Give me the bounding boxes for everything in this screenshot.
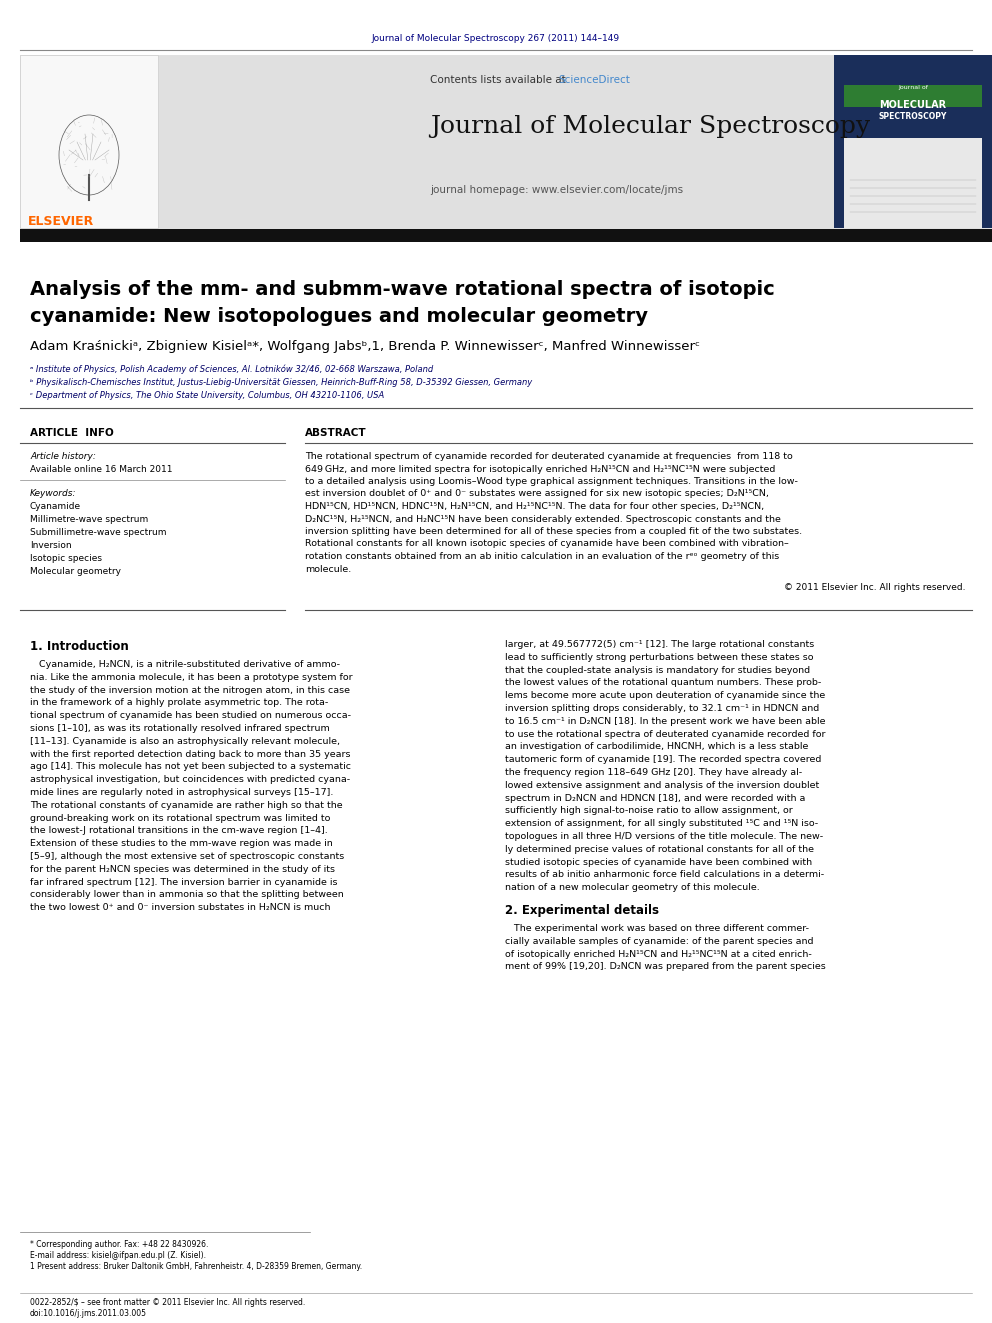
Text: lead to sufficiently strong perturbations between these states so: lead to sufficiently strong perturbation… — [505, 652, 813, 662]
Text: 1 Present address: Bruker Daltonik GmbH, Fahrenheistr. 4, D-28359 Bremen, German: 1 Present address: Bruker Daltonik GmbH,… — [30, 1262, 362, 1271]
Text: sufficiently high signal-to-noise ratio to allow assignment, or: sufficiently high signal-to-noise ratio … — [505, 807, 793, 815]
Text: Journal of Molecular Spectroscopy 267 (2011) 144–149: Journal of Molecular Spectroscopy 267 (2… — [372, 34, 620, 44]
Text: 0022-2852/$ – see front matter © 2011 Elsevier Inc. All rights reserved.: 0022-2852/$ – see front matter © 2011 El… — [30, 1298, 306, 1307]
Bar — [844, 85, 982, 107]
Text: MOLECULAR: MOLECULAR — [880, 101, 946, 110]
Bar — [20, 56, 158, 228]
Text: larger, at 49.567772(5) cm⁻¹ [12]. The large rotational constants: larger, at 49.567772(5) cm⁻¹ [12]. The l… — [505, 640, 814, 650]
Text: to a detailed analysis using Loomis–Wood type graphical assignment techniques. T: to a detailed analysis using Loomis–Wood… — [305, 478, 798, 486]
Text: Adam Kraśnickiᵃ, Zbigniew Kisielᵃ*, Wolfgang Jabsᵇ,1, Brenda P. Winnewisserᶜ, Ma: Adam Kraśnickiᵃ, Zbigniew Kisielᵃ*, Wolf… — [30, 340, 700, 353]
Text: cyanamide: New isotopologues and molecular geometry: cyanamide: New isotopologues and molecul… — [30, 307, 648, 325]
Text: in the framework of a highly prolate asymmetric top. The rota-: in the framework of a highly prolate asy… — [30, 699, 328, 708]
Text: © 2011 Elsevier Inc. All rights reserved.: © 2011 Elsevier Inc. All rights reserved… — [784, 583, 965, 591]
Bar — [844, 138, 982, 228]
Text: ment of 99% [19,20]. D₂NCN was prepared from the parent species: ment of 99% [19,20]. D₂NCN was prepared … — [505, 962, 825, 971]
Text: the study of the inversion motion at the nitrogen atom, in this case: the study of the inversion motion at the… — [30, 685, 350, 695]
Text: Journal of Molecular Spectroscopy: Journal of Molecular Spectroscopy — [430, 115, 870, 138]
Bar — [20, 56, 992, 230]
Text: ELSEVIER: ELSEVIER — [28, 216, 94, 228]
Text: for the parent H₂NCN species was determined in the study of its: for the parent H₂NCN species was determi… — [30, 865, 335, 873]
Text: cially available samples of cyanamide: of the parent species and: cially available samples of cyanamide: o… — [505, 937, 813, 946]
Text: tautomeric form of cyanamide [19]. The recorded spectra covered: tautomeric form of cyanamide [19]. The r… — [505, 755, 821, 765]
Text: ARTICLE  INFO: ARTICLE INFO — [30, 429, 114, 438]
Text: topologues in all three H/D versions of the title molecule. The new-: topologues in all three H/D versions of … — [505, 832, 823, 841]
Text: rotation constants obtained from an ab initio calculation in an evaluation of th: rotation constants obtained from an ab i… — [305, 552, 780, 561]
Text: ABSTRACT: ABSTRACT — [305, 429, 367, 438]
Text: studied isotopic species of cyanamide have been combined with: studied isotopic species of cyanamide ha… — [505, 857, 812, 867]
Text: HDN¹⁵CN, HD¹⁵NCN, HDNC¹⁵N, H₂N¹⁵CN, and H₂¹⁵NC¹⁵N. The data for four other speci: HDN¹⁵CN, HD¹⁵NCN, HDNC¹⁵N, H₂N¹⁵CN, and … — [305, 501, 764, 511]
Text: inversion splitting have been determined for all of these species from a coupled: inversion splitting have been determined… — [305, 527, 803, 536]
Text: Millimetre-wave spectrum: Millimetre-wave spectrum — [30, 515, 148, 524]
Text: 649 GHz, and more limited spectra for isotopically enriched H₂N¹⁵CN and H₂¹⁵NC¹⁵: 649 GHz, and more limited spectra for is… — [305, 464, 776, 474]
Text: tional spectrum of cyanamide has been studied on numerous occa-: tional spectrum of cyanamide has been st… — [30, 712, 351, 720]
Text: 2. Experimental details: 2. Experimental details — [505, 904, 659, 917]
Text: to 16.5 cm⁻¹ in D₂NCN [18]. In the present work we have been able: to 16.5 cm⁻¹ in D₂NCN [18]. In the prese… — [505, 717, 825, 726]
Text: SPECTROSCOPY: SPECTROSCOPY — [879, 112, 947, 120]
Text: spectrum in D₂NCN and HDNCN [18], and were recorded with a: spectrum in D₂NCN and HDNCN [18], and we… — [505, 794, 806, 803]
Text: with the first reported detection dating back to more than 35 years: with the first reported detection dating… — [30, 750, 350, 758]
Text: to use the rotational spectra of deuterated cyanamide recorded for: to use the rotational spectra of deutera… — [505, 729, 825, 738]
Text: D₂NC¹⁵N, H₂¹⁵NCN, and H₂NC¹⁵N have been considerably extended. Spectroscopic con: D₂NC¹⁵N, H₂¹⁵NCN, and H₂NC¹⁵N have been … — [305, 515, 781, 524]
Text: the frequency region 118–649 GHz [20]. They have already al-: the frequency region 118–649 GHz [20]. T… — [505, 767, 803, 777]
Text: ScienceDirect: ScienceDirect — [558, 75, 630, 85]
Text: Cyanamide, H₂NCN, is a nitrile-substituted derivative of ammo-: Cyanamide, H₂NCN, is a nitrile-substitut… — [30, 660, 340, 669]
Text: Submillimetre-wave spectrum: Submillimetre-wave spectrum — [30, 528, 167, 537]
Bar — [834, 56, 992, 228]
Text: results of ab initio anharmonic force field calculations in a determi-: results of ab initio anharmonic force fi… — [505, 871, 824, 880]
Text: extension of assignment, for all singly substituted ¹⁵C and ¹⁵N iso-: extension of assignment, for all singly … — [505, 819, 818, 828]
Text: 1. Introduction: 1. Introduction — [30, 640, 129, 654]
Text: ᶜ Department of Physics, The Ohio State University, Columbus, OH 43210-1106, USA: ᶜ Department of Physics, The Ohio State … — [30, 392, 384, 400]
Text: the lowest-J rotational transitions in the cm-wave region [1–4].: the lowest-J rotational transitions in t… — [30, 827, 327, 835]
Text: Analysis of the mm- and submm-wave rotational spectra of isotopic: Analysis of the mm- and submm-wave rotat… — [30, 280, 775, 299]
Text: Journal of: Journal of — [898, 85, 928, 90]
Text: ly determined precise values of rotational constants for all of the: ly determined precise values of rotation… — [505, 845, 814, 853]
Text: Isotopic species: Isotopic species — [30, 554, 102, 564]
Text: E-mail address: kisiel@ifpan.edu.pl (Z. Kisiel).: E-mail address: kisiel@ifpan.edu.pl (Z. … — [30, 1252, 206, 1259]
Text: sions [1–10], as was its rotationally resolved infrared spectrum: sions [1–10], as was its rotationally re… — [30, 724, 329, 733]
Text: Contents lists available at: Contents lists available at — [430, 75, 569, 85]
Text: Article history:: Article history: — [30, 452, 96, 460]
Text: of isotopically enriched H₂N¹⁵CN and H₂¹⁵NC¹⁵N at a cited enrich-: of isotopically enriched H₂N¹⁵CN and H₂¹… — [505, 950, 811, 959]
Text: molecule.: molecule. — [305, 565, 351, 573]
Text: that the coupled-state analysis is mandatory for studies beyond: that the coupled-state analysis is manda… — [505, 665, 810, 675]
Text: considerably lower than in ammonia so that the splitting between: considerably lower than in ammonia so th… — [30, 890, 344, 900]
Text: an investigation of carbodilimide, HNCNH, which is a less stable: an investigation of carbodilimide, HNCNH… — [505, 742, 808, 751]
Text: * Corresponding author. Fax: +48 22 8430926.: * Corresponding author. Fax: +48 22 8430… — [30, 1240, 208, 1249]
Text: ago [14]. This molecule has not yet been subjected to a systematic: ago [14]. This molecule has not yet been… — [30, 762, 351, 771]
Text: The rotational spectrum of cyanamide recorded for deuterated cyanamide at freque: The rotational spectrum of cyanamide rec… — [305, 452, 793, 460]
Text: nia. Like the ammonia molecule, it has been a prototype system for: nia. Like the ammonia molecule, it has b… — [30, 673, 352, 681]
Text: ground-breaking work on its rotational spectrum was limited to: ground-breaking work on its rotational s… — [30, 814, 330, 823]
Text: far infrared spectrum [12]. The inversion barrier in cyanamide is: far infrared spectrum [12]. The inversio… — [30, 877, 337, 886]
Text: mide lines are regularly noted in astrophysical surveys [15–17].: mide lines are regularly noted in astrop… — [30, 789, 333, 796]
Text: the two lowest 0⁺ and 0⁻ inversion substates in H₂NCN is much: the two lowest 0⁺ and 0⁻ inversion subst… — [30, 904, 330, 912]
Text: ᵃ Institute of Physics, Polish Academy of Sciences, Al. Lotników 32/46, 02-668 W: ᵃ Institute of Physics, Polish Academy o… — [30, 365, 434, 374]
Text: nation of a new molecular geometry of this molecule.: nation of a new molecular geometry of th… — [505, 884, 760, 892]
Text: ᵇ Physikalisch-Chemisches Institut, Justus-Liebig-Universität Giessen, Heinrich-: ᵇ Physikalisch-Chemisches Institut, Just… — [30, 378, 533, 388]
Text: Extension of these studies to the mm-wave region was made in: Extension of these studies to the mm-wav… — [30, 839, 332, 848]
Text: The rotational constants of cyanamide are rather high so that the: The rotational constants of cyanamide ar… — [30, 800, 342, 810]
Text: Keywords:: Keywords: — [30, 490, 76, 497]
Text: lems become more acute upon deuteration of cyanamide since the: lems become more acute upon deuteration … — [505, 691, 825, 700]
Text: Molecular geometry: Molecular geometry — [30, 568, 121, 576]
Text: est inversion doublet of 0⁺ and 0⁻ substates were assigned for six new isotopic : est inversion doublet of 0⁺ and 0⁻ subst… — [305, 490, 769, 499]
Text: lowed extensive assignment and analysis of the inversion doublet: lowed extensive assignment and analysis … — [505, 781, 819, 790]
Text: [5–9], although the most extensive set of spectroscopic constants: [5–9], although the most extensive set o… — [30, 852, 344, 861]
Text: inversion splitting drops considerably, to 32.1 cm⁻¹ in HDNCN and: inversion splitting drops considerably, … — [505, 704, 819, 713]
Text: doi:10.1016/j.jms.2011.03.005: doi:10.1016/j.jms.2011.03.005 — [30, 1308, 147, 1318]
Text: astrophysical investigation, but coincidences with predicted cyana-: astrophysical investigation, but coincid… — [30, 775, 350, 785]
Text: journal homepage: www.elsevier.com/locate/jms: journal homepage: www.elsevier.com/locat… — [430, 185, 683, 194]
Text: Inversion: Inversion — [30, 541, 71, 550]
Text: Cyanamide: Cyanamide — [30, 501, 81, 511]
Bar — [20, 229, 992, 242]
Text: Rotational constants for all known isotopic species of cyanamide have been combi: Rotational constants for all known isoto… — [305, 540, 789, 549]
Text: the lowest values of the rotational quantum numbers. These prob-: the lowest values of the rotational quan… — [505, 679, 821, 688]
Text: The experimental work was based on three different commer-: The experimental work was based on three… — [505, 923, 809, 933]
Text: [11–13]. Cyanamide is also an astrophysically relevant molecule,: [11–13]. Cyanamide is also an astrophysi… — [30, 737, 340, 746]
Text: Available online 16 March 2011: Available online 16 March 2011 — [30, 464, 173, 474]
